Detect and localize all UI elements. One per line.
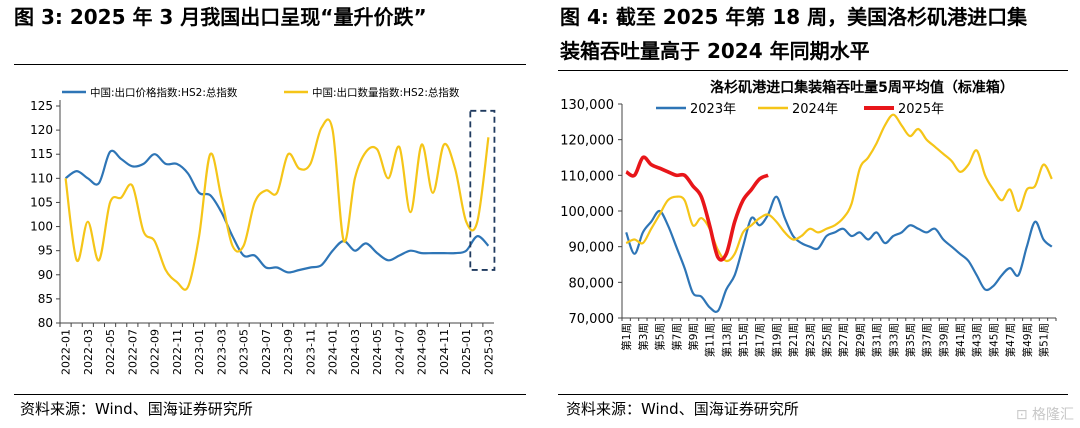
chart-title: 洛杉矶港进口集装箱吞吐量5周平均值（标准箱） — [710, 79, 1014, 96]
y-tick-label: 90,000 — [569, 241, 615, 256]
x-tick-label: 第15周 — [737, 323, 750, 357]
y-tick-label: 115 — [30, 147, 53, 161]
legend-label-0: 中国:出口价格指数:HS2:总指数 — [90, 86, 238, 99]
x-tick-label: 2024-03 — [349, 329, 362, 375]
series-line-1 — [64, 118, 490, 291]
x-tick-label: 第49周 — [1021, 323, 1034, 357]
y-tick-label: 100 — [30, 220, 53, 234]
x-tick-label: 第1周 — [620, 323, 633, 351]
x-tick-label: 2023-11 — [304, 329, 317, 375]
figure3-title: 图 3: 2025 年 3 月我国出口呈现“量升价跌” — [14, 5, 427, 29]
series-line-0 — [64, 149, 490, 274]
y-tick-label: 95 — [38, 244, 53, 258]
x-tick-label: 第17周 — [754, 323, 767, 357]
x-tick-label: 第33周 — [887, 323, 900, 357]
figure4-bottom-rule — [558, 394, 1068, 395]
x-tick-label: 2023-07 — [260, 329, 273, 375]
x-tick-label: 第5周 — [654, 323, 667, 351]
x-tick-label: 2024-11 — [438, 329, 451, 375]
x-tick-label: 2025-01 — [460, 329, 473, 375]
x-tick-label: 第11周 — [704, 323, 717, 357]
x-tick-label: 第29周 — [854, 323, 867, 357]
x-tick-label: 第51周 — [1037, 323, 1050, 357]
figure3-top-rule — [14, 64, 526, 65]
figure3-bottom-rule — [14, 394, 526, 395]
figure4-title-line1: 图 4: 截至 2025 年第 18 周，美国洛杉矶港进口集 — [560, 5, 1028, 29]
x-tick-label: 第31周 — [871, 323, 884, 357]
y-tick-label: 105 — [30, 195, 53, 209]
x-tick-label: 第35周 — [904, 323, 917, 357]
highlight-box — [469, 109, 496, 271]
x-tick-label: 第47周 — [1004, 323, 1017, 357]
y-tick-label: 100,000 — [560, 205, 614, 220]
x-tick-label: 第41周 — [954, 323, 967, 357]
x-tick-label: 第19周 — [770, 323, 783, 357]
x-tick-label: 2023-01 — [193, 329, 206, 375]
series-line-0 — [625, 195, 1053, 313]
series-line-2 — [625, 155, 769, 262]
y-tick-label: 110 — [30, 171, 53, 185]
x-tick-label: 第9周 — [687, 323, 700, 351]
x-tick-label: 第3周 — [637, 323, 650, 351]
figure3-source: 资料来源：Wind、国海证券研究所 — [20, 400, 253, 418]
y-tick-label: 80,000 — [569, 276, 615, 291]
x-tick-label: 2024-09 — [416, 329, 429, 375]
series-line-1 — [625, 113, 1053, 263]
x-tick-label: 第7周 — [670, 323, 683, 351]
y-tick-label: 85 — [38, 292, 53, 306]
x-tick-label: 2024-05 — [371, 329, 384, 375]
x-tick-label: 第23周 — [804, 323, 817, 357]
y-tick-label: 80 — [38, 316, 53, 330]
x-tick-label: 2022-11 — [171, 329, 184, 375]
x-tick-label: 2022-03 — [82, 329, 95, 375]
y-tick-label: 125 — [30, 99, 53, 113]
x-tick-label: 2024-01 — [327, 329, 340, 375]
x-tick-label: 2022-09 — [149, 329, 162, 375]
la-port-container-chart: 洛杉矶港进口集装箱吞吐量5周平均值（标准箱） 2023年 2024年 2025年 70,… — [560, 79, 1057, 357]
y-tick-label: 120 — [30, 123, 53, 137]
figure4-source: 资料来源：Wind、国海证券研究所 — [566, 400, 799, 418]
figure4-title-line2: 装箱吞吐量高于 2024 年同期水平 — [560, 39, 870, 63]
x-tick-label: 第43周 — [971, 323, 984, 357]
export-index-chart: 中国:出口价格指数:HS2:总指数 中国:出口数量指数:HS2:总指数 80 85 90… — [30, 86, 496, 375]
x-tick-label: 第21周 — [787, 323, 800, 357]
x-tick-label: 2023-09 — [282, 329, 295, 375]
x-tick-label: 2023-03 — [215, 329, 228, 375]
figure4-top-rule — [558, 70, 1068, 71]
legend-label-0: 2023年 — [690, 102, 736, 117]
legend-label-1: 2024年 — [792, 102, 838, 117]
y-tick-label: 120,000 — [560, 134, 614, 149]
y-tick-label: 90 — [38, 268, 53, 282]
x-tick-label: 2024-07 — [393, 329, 406, 375]
x-tick-label: 第37周 — [921, 323, 934, 357]
x-tick-label: 第39周 — [937, 323, 950, 357]
x-tick-label: 第25周 — [820, 323, 833, 357]
x-tick-label: 第27周 — [837, 323, 850, 357]
y-tick-label: 70,000 — [569, 312, 615, 327]
x-tick-label: 2023-05 — [238, 329, 251, 375]
y-tick-label: 110,000 — [560, 169, 614, 184]
x-tick-label: 2025-03 — [482, 329, 495, 375]
y-tick-label: 130,000 — [560, 98, 614, 113]
x-tick-label: 第45周 — [987, 323, 1000, 357]
legend-label-1: 中国:出口数量指数:HS2:总指数 — [312, 86, 460, 99]
x-tick-label: 2022-01 — [60, 329, 73, 375]
x-tick-label: 2022-05 — [104, 329, 117, 375]
x-tick-label: 第13周 — [720, 323, 733, 357]
legend-label-2: 2025年 — [898, 102, 944, 117]
watermark-logo: ⊡ 格隆汇 — [1015, 407, 1074, 423]
x-tick-label: 2022-07 — [126, 329, 139, 375]
